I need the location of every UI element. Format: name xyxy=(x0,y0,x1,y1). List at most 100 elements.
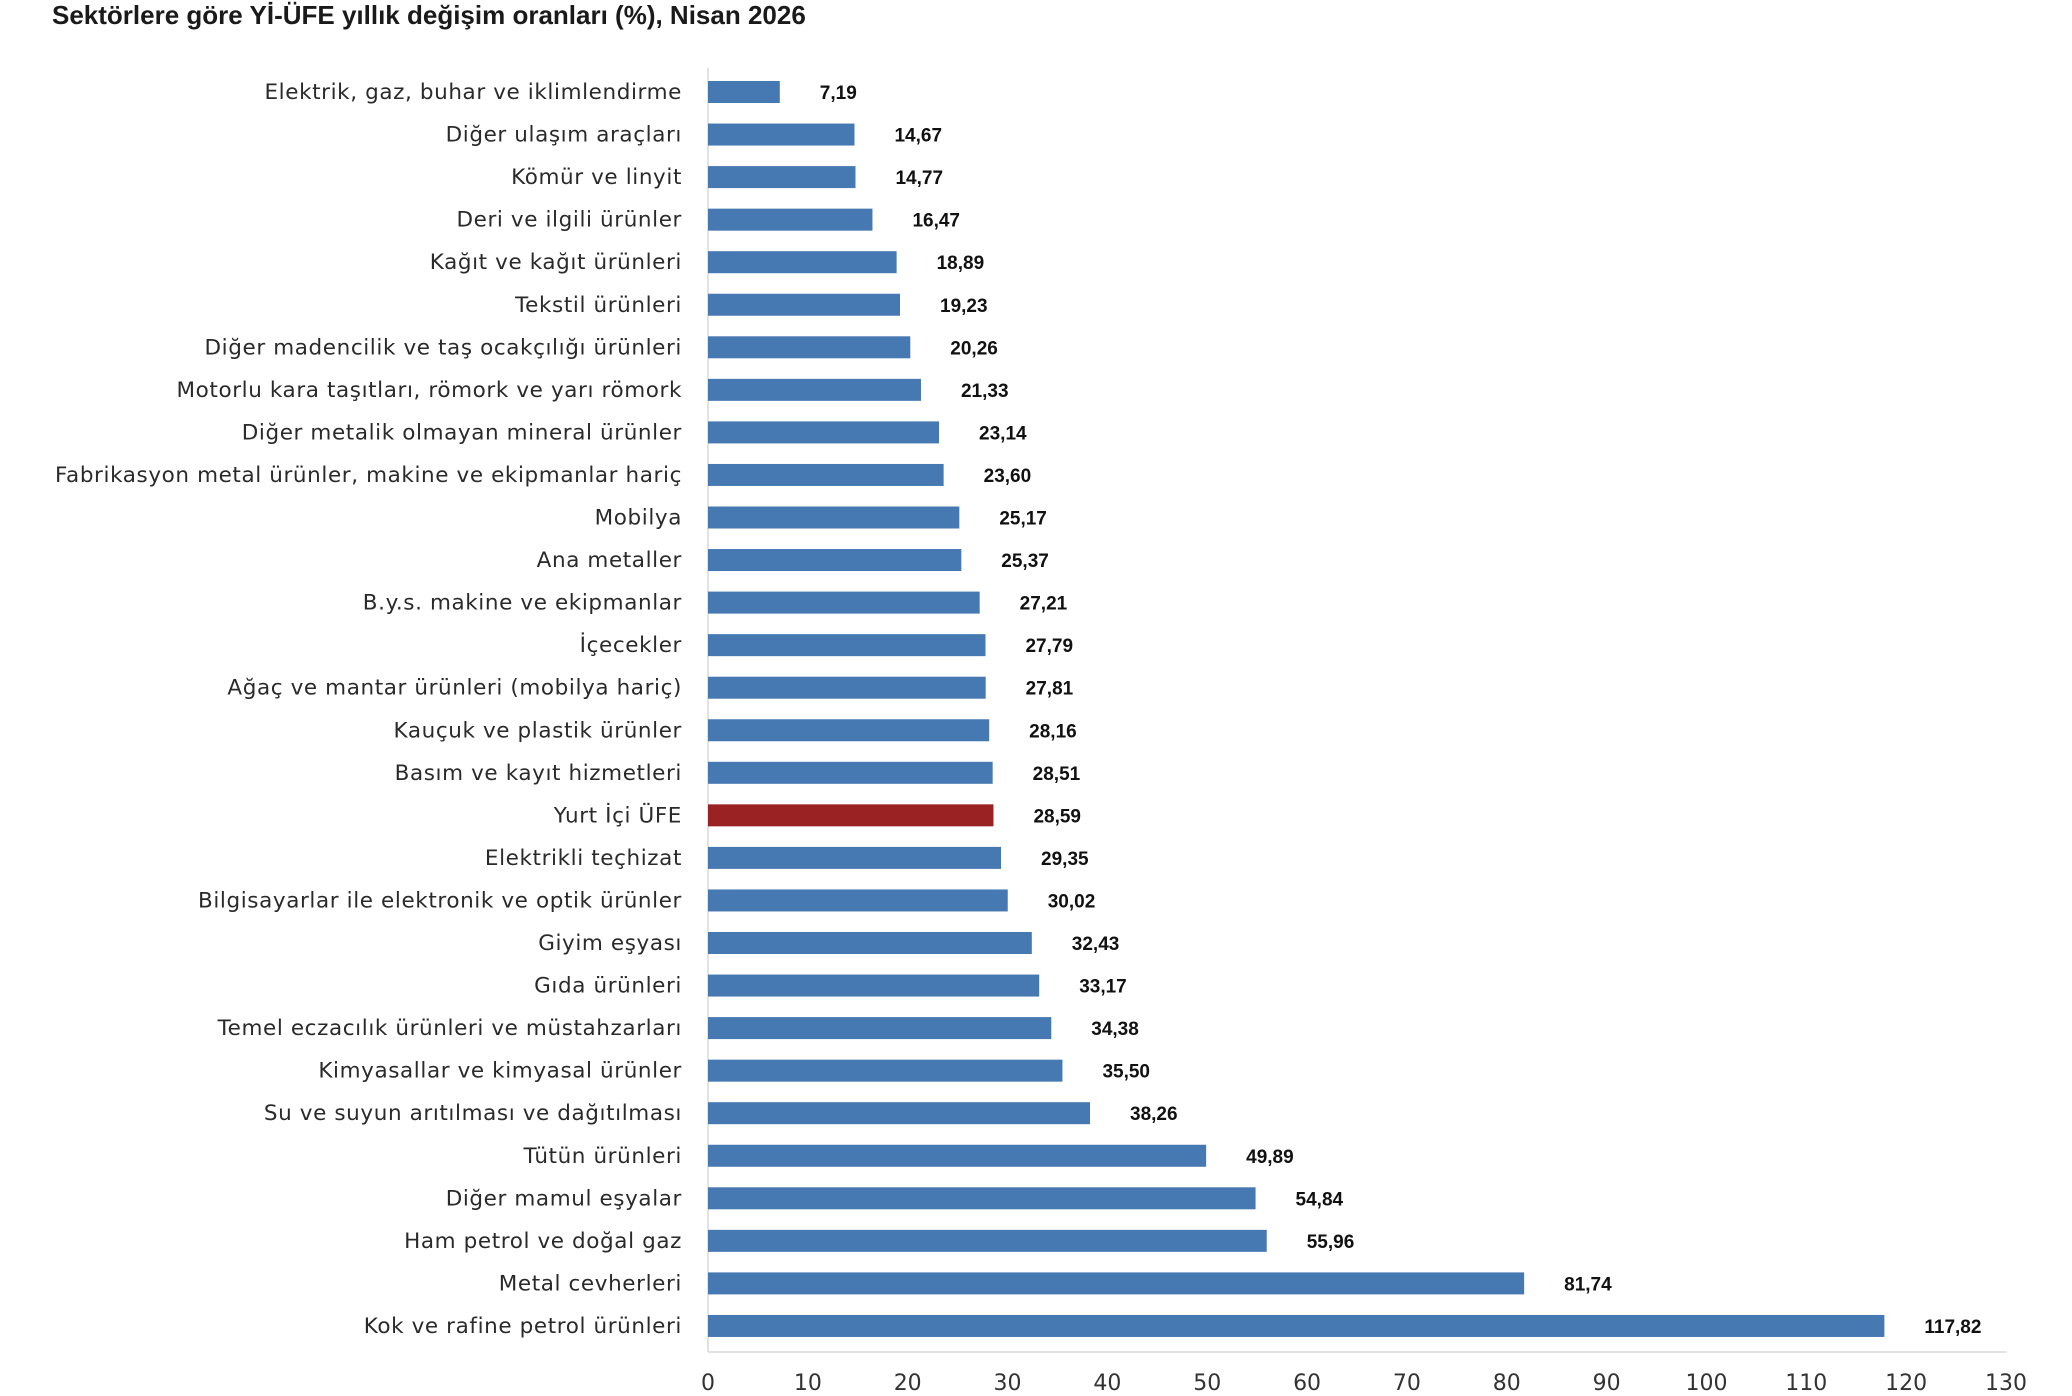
category-label: B.y.s. makine ve ekipmanlar xyxy=(363,591,682,616)
value-label: 23,60 xyxy=(984,466,1032,487)
value-label: 20,26 xyxy=(950,338,998,359)
axes xyxy=(707,68,2006,1353)
category-label: Giyim eşyası xyxy=(538,931,682,956)
bar xyxy=(708,549,962,572)
category-label: Diğer madencilik ve taş ocakçılığı ürünl… xyxy=(205,335,682,360)
bar xyxy=(708,293,901,316)
category-label: Elektrik, gaz, buhar ve iklimlendirme xyxy=(264,80,682,105)
value-label: 21,33 xyxy=(961,381,1009,402)
category-label: Tütün ürünleri xyxy=(523,1144,682,1169)
bar xyxy=(708,761,993,784)
category-label: Su ve suyun arıtılması ve dağıtılması xyxy=(264,1101,682,1126)
value-label: 28,59 xyxy=(1033,806,1081,827)
bar xyxy=(708,591,980,614)
labels: 0 10 20 30 40 50 60 70 80 90 100 110 120 130 Elektrik,… xyxy=(55,80,2027,1396)
category-label: Kimyasallar ve kimyasal ürünler xyxy=(318,1059,682,1084)
category-label: Gıda ürünleri xyxy=(534,974,682,999)
bar xyxy=(708,123,855,146)
bar xyxy=(708,1144,1207,1167)
value-label: 7,19 xyxy=(820,83,857,104)
bar xyxy=(708,1314,1885,1337)
value-label: 54,84 xyxy=(1296,1189,1344,1210)
category-label: Ham petrol ve doğal gaz xyxy=(404,1229,682,1254)
value-label: 27,81 xyxy=(1026,679,1074,700)
x-tick-label: 90 xyxy=(1593,1371,1621,1396)
bar xyxy=(708,1187,1256,1210)
value-label: 28,16 xyxy=(1029,721,1077,742)
value-label: 117,82 xyxy=(1924,1317,1981,1338)
value-label: 34,38 xyxy=(1091,1019,1139,1040)
x-tick-label: 50 xyxy=(1193,1371,1221,1396)
value-label: 28,51 xyxy=(1033,764,1081,785)
value-label: 38,26 xyxy=(1130,1104,1178,1125)
bar xyxy=(708,932,1032,954)
value-label: 23,14 xyxy=(979,423,1027,444)
x-tick-label: 20 xyxy=(894,1371,922,1396)
category-label: Deri ve ilgili ürünler xyxy=(456,208,682,233)
bar xyxy=(708,676,986,699)
chart-title: Sektörlere göre Yİ-ÜFE yıllık değişim or… xyxy=(52,0,806,30)
bar xyxy=(708,463,944,486)
category-label: Ağaç ve mantar ürünleri (mobilya hariç) xyxy=(227,676,682,701)
bar xyxy=(708,421,940,444)
value-label: 30,02 xyxy=(1048,891,1096,912)
bar xyxy=(708,336,911,359)
x-tick-label: 0 xyxy=(701,1371,715,1396)
category-label: Kauçuk ve plastik ürünler xyxy=(394,718,682,743)
category-label: Metal cevherleri xyxy=(499,1271,682,1296)
x-tick-label: 40 xyxy=(1093,1371,1121,1396)
bar xyxy=(708,81,780,103)
category-label: Kağıt ve kağıt ürünleri xyxy=(430,250,682,275)
bar xyxy=(708,846,1002,869)
value-label: 55,96 xyxy=(1307,1232,1355,1253)
category-label: Mobilya xyxy=(595,506,682,531)
value-label: 16,47 xyxy=(912,211,960,232)
category-label: Temel eczacılık ürünleri ve müstahzarlar… xyxy=(217,1016,682,1041)
value-label: 18,89 xyxy=(937,253,985,274)
value-label: 19,23 xyxy=(940,296,988,317)
x-tick-label: 60 xyxy=(1293,1371,1321,1396)
bar xyxy=(708,1229,1267,1252)
bar xyxy=(708,1059,1063,1082)
bar xyxy=(708,208,873,231)
value-label: 14,67 xyxy=(894,126,942,147)
x-tick-label: 100 xyxy=(1685,1371,1727,1396)
category-label: Kömür ve linyit xyxy=(511,165,682,190)
x-tick-label: 120 xyxy=(1885,1371,1927,1396)
bar xyxy=(708,1272,1525,1295)
value-label: 25,17 xyxy=(999,509,1047,530)
value-label: 14,77 xyxy=(895,168,943,189)
bar xyxy=(708,506,960,529)
category-label: Bilgisayarlar ile elektronik ve optik ür… xyxy=(198,888,682,913)
category-label: Kok ve rafine petrol ürünleri xyxy=(364,1314,682,1339)
bar xyxy=(708,378,921,401)
value-label: 27,21 xyxy=(1020,594,1068,615)
category-label: Yurt İçi ÜFE xyxy=(553,802,682,828)
bar xyxy=(708,974,1040,997)
value-label: 33,17 xyxy=(1079,977,1127,998)
value-label: 27,79 xyxy=(1025,636,1073,657)
value-label: 81,74 xyxy=(1564,1274,1612,1295)
value-label: 29,35 xyxy=(1041,849,1089,870)
value-label: 32,43 xyxy=(1072,934,1120,955)
category-label: Elektrikli teçhizat xyxy=(485,846,682,871)
bar xyxy=(708,634,986,657)
bar-highlight xyxy=(708,804,994,827)
bar xyxy=(708,719,990,742)
bar xyxy=(708,251,897,274)
x-tick-label: 70 xyxy=(1393,1371,1421,1396)
bar xyxy=(708,889,1008,912)
category-label: Tekstil ürünleri xyxy=(514,293,682,318)
value-label: 35,50 xyxy=(1102,1062,1150,1083)
x-tick-label: 80 xyxy=(1493,1371,1521,1396)
value-label: 25,37 xyxy=(1001,551,1049,572)
category-label: Motorlu kara taşıtları, römork ve yarı r… xyxy=(177,378,682,403)
category-label: Ana metaller xyxy=(537,548,682,573)
x-tick-label: 30 xyxy=(994,1371,1022,1396)
category-label: Fabrikasyon metal ürünler, makine ve eki… xyxy=(55,463,682,488)
x-tick-label: 110 xyxy=(1785,1371,1827,1396)
category-label: Diğer mamul eşyalar xyxy=(446,1186,682,1211)
bars xyxy=(708,81,1885,1337)
bar xyxy=(708,166,856,189)
